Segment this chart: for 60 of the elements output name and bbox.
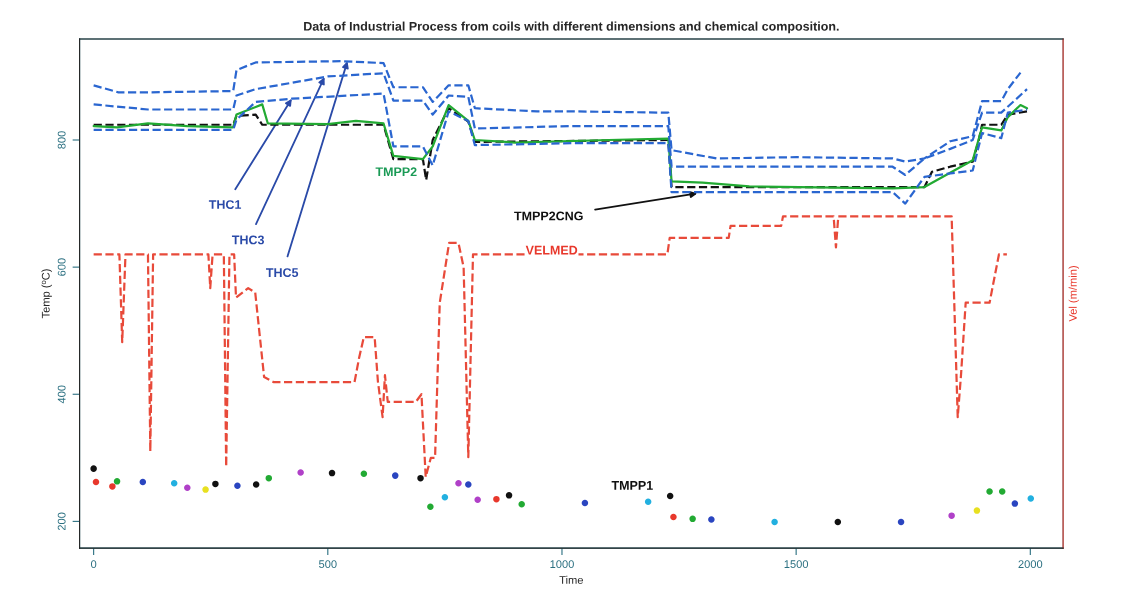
x-axis-title: Time [559,575,583,584]
point [90,465,97,472]
point [109,483,116,490]
y-tick-label: 600 [57,258,66,276]
annotation: TMPP2 [375,167,417,177]
annotation: TMPP2CNG [514,211,583,221]
point [455,479,462,487]
point [427,503,434,511]
point [170,479,178,487]
point [234,482,241,490]
point [644,498,652,505]
point [771,518,778,526]
x-tick-label: 500 [318,560,337,569]
point [92,478,100,486]
point [202,486,209,493]
point [417,474,424,482]
point [265,474,273,482]
point [581,499,589,507]
x-tick-label: 0 [90,560,97,569]
point [139,478,147,486]
point [986,488,993,495]
point [252,481,260,488]
point [465,481,472,488]
point [328,469,336,477]
y-axis-title: Temp (ºC) [41,269,52,319]
x-tick-label: 2000 [1018,560,1043,569]
point [666,492,674,500]
point [113,478,121,485]
point [518,500,525,508]
point [897,518,905,526]
point [184,484,191,491]
point [708,516,715,523]
point [297,469,304,476]
point [474,496,481,504]
annotation: THC5 [266,268,299,278]
point [670,513,677,521]
point [391,472,399,479]
y2-axis-title: Vel (m/min) [1068,266,1079,322]
x-tick-label: 1000 [550,560,574,569]
annotation: VELMED [525,245,578,255]
y-tick-label: 400 [57,385,66,404]
point [948,512,955,519]
annotation: TMPP1 [611,481,653,490]
point [689,515,696,523]
y-tick-label: 800 [57,131,66,149]
point [834,518,842,526]
point [493,495,500,503]
point [212,480,219,488]
chart-title: Data of Industrial Process from coils with different dimensions and chemical composition. [304,21,839,34]
point [360,470,368,477]
point [505,492,513,499]
y-tick-label: 200 [57,512,66,531]
annotation: THC3 [231,235,265,245]
point [973,507,981,514]
x-tick-label: 1500 [784,560,809,569]
point [441,493,449,501]
point [1011,500,1019,507]
annotation: THC1 [208,200,242,209]
point [1027,495,1035,502]
point [998,488,1006,495]
